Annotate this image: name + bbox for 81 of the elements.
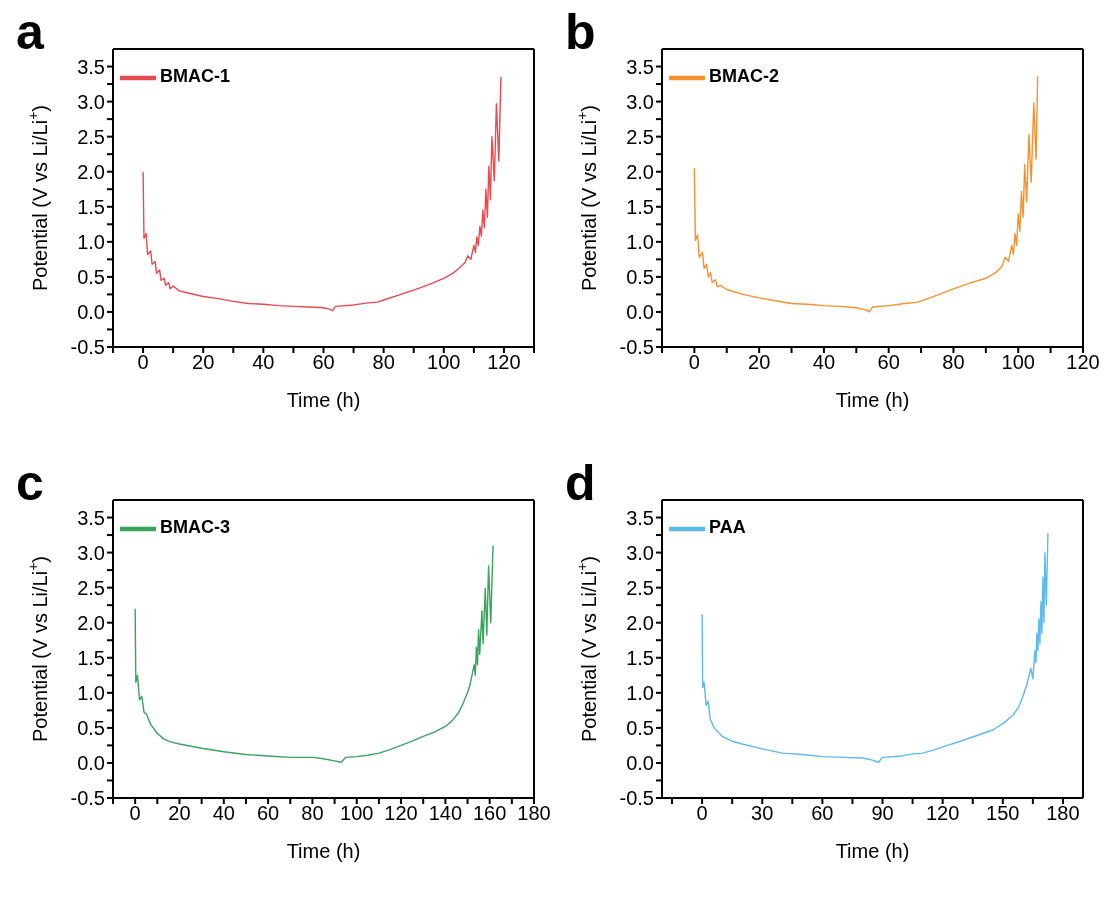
y-tick-label: 1.0 bbox=[77, 230, 105, 253]
y-tick-label: 3.0 bbox=[77, 541, 105, 564]
x-tick-label: 40 bbox=[212, 802, 235, 825]
line-series bbox=[701, 532, 1049, 763]
y-tick-label: 2.0 bbox=[626, 611, 654, 634]
x-tick-label: 120 bbox=[925, 802, 960, 825]
x-tick-label: 160 bbox=[473, 802, 507, 825]
y-tick-label: 1.5 bbox=[77, 646, 105, 669]
x-tick-label: 20 bbox=[168, 802, 191, 825]
y-tick-label: 3.5 bbox=[626, 55, 654, 78]
y-tick-label: 2.0 bbox=[77, 160, 105, 183]
chart-title: d bbox=[565, 454, 596, 513]
legend-label: BMAC-3 bbox=[160, 517, 230, 538]
y-tick-label: 2.5 bbox=[626, 576, 654, 599]
y-tick-label: 0.5 bbox=[626, 265, 654, 288]
y-tick-label: 2.5 bbox=[77, 576, 105, 599]
chart-title: c bbox=[16, 454, 44, 513]
y-tick-label: 0.0 bbox=[77, 752, 105, 775]
legend-label: BMAC-1 bbox=[160, 66, 230, 87]
x-tick-label: 80 bbox=[301, 802, 324, 825]
x-axis-title: Time (h) bbox=[286, 389, 361, 411]
x-axis-title: Time (h) bbox=[835, 840, 910, 862]
x-tick-label: 90 bbox=[871, 802, 894, 825]
y-tick-label: 3.0 bbox=[626, 541, 654, 564]
chart-title: a bbox=[16, 3, 44, 62]
y-tick-label: -0.5 bbox=[70, 787, 105, 810]
y-tick-label: 1.5 bbox=[626, 646, 654, 669]
x-tick-label: 120 bbox=[384, 802, 418, 825]
y-tick-label: -0.5 bbox=[619, 336, 654, 359]
y-tick-label: 0.0 bbox=[626, 301, 654, 324]
y-tick-label: 1.0 bbox=[77, 681, 105, 704]
y-tick-label: 2.5 bbox=[626, 125, 654, 148]
x-tick-label: 120 bbox=[1066, 351, 1100, 374]
x-tick-label: 100 bbox=[427, 351, 461, 374]
y-tick-label: 2.0 bbox=[77, 611, 105, 634]
x-tick-label: 150 bbox=[986, 802, 1020, 825]
y-tick-label: 0.5 bbox=[77, 265, 105, 288]
y-tick-label: 2.5 bbox=[77, 125, 105, 148]
y-tick-label: 1.0 bbox=[626, 230, 654, 253]
x-axis-title: Time (h) bbox=[286, 840, 361, 862]
x-tick-label: 0 bbox=[688, 351, 700, 374]
x-tick-label: 60 bbox=[312, 351, 335, 374]
y-tick-label: 1.5 bbox=[626, 195, 654, 218]
x-tick-label: 80 bbox=[372, 351, 395, 374]
x-axis-title: Time (h) bbox=[835, 389, 910, 411]
y-tick-label: 3.0 bbox=[77, 90, 105, 113]
y-tick-label: 3.5 bbox=[77, 55, 105, 78]
legend-label: PAA bbox=[709, 517, 746, 538]
x-tick-label: 0 bbox=[696, 802, 708, 825]
x-tick-label: 80 bbox=[942, 351, 965, 374]
x-tick-label: 0 bbox=[129, 802, 141, 825]
line-series bbox=[134, 544, 494, 763]
y-tick-label: 3.5 bbox=[77, 506, 105, 529]
x-tick-label: 20 bbox=[192, 351, 215, 374]
y-tick-label: 2.0 bbox=[626, 160, 654, 183]
y-tick-label: 0.5 bbox=[626, 716, 654, 739]
y-tick-label: 3.5 bbox=[626, 506, 654, 529]
y-tick-label: -0.5 bbox=[70, 336, 105, 359]
x-tick-label: 20 bbox=[748, 351, 771, 374]
x-tick-label: 100 bbox=[340, 802, 374, 825]
x-tick-label: 40 bbox=[252, 351, 275, 374]
x-tick-label: 180 bbox=[1046, 802, 1080, 825]
y-tick-label: 1.0 bbox=[626, 681, 654, 704]
legend-label: BMAC-2 bbox=[709, 66, 779, 87]
y-tick-label: 0.0 bbox=[626, 752, 654, 775]
x-tick-label: 30 bbox=[751, 802, 774, 825]
x-tick-label: 0 bbox=[137, 351, 149, 374]
x-tick-label: 180 bbox=[517, 802, 551, 825]
x-tick-label: 60 bbox=[811, 802, 834, 825]
y-tick-label: -0.5 bbox=[619, 787, 654, 810]
y-tick-label: 0.0 bbox=[77, 301, 105, 324]
chart-title: b bbox=[565, 3, 596, 62]
x-tick-label: 140 bbox=[428, 802, 463, 825]
x-tick-label: 120 bbox=[487, 351, 521, 374]
x-tick-label: 60 bbox=[256, 802, 280, 825]
y-tick-label: 1.5 bbox=[77, 195, 105, 218]
x-tick-label: 60 bbox=[877, 351, 900, 374]
y-tick-label: 0.5 bbox=[77, 716, 105, 739]
x-tick-label: 100 bbox=[1001, 351, 1035, 374]
x-tick-label: 40 bbox=[812, 351, 836, 374]
y-tick-label: 3.0 bbox=[626, 90, 654, 113]
